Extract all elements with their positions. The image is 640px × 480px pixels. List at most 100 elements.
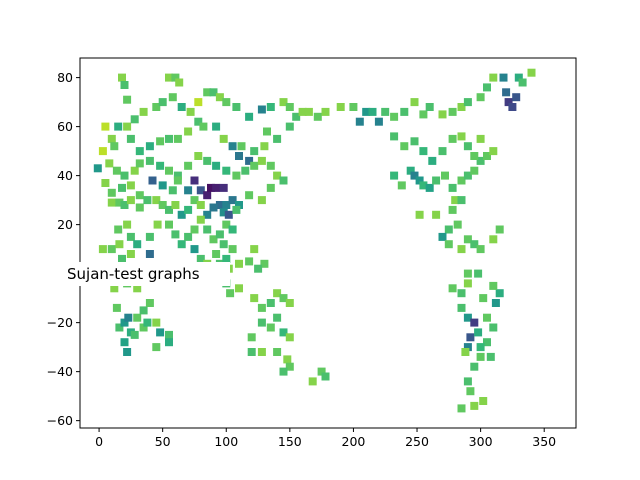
data-point [135,147,144,156]
data-point [130,166,139,175]
data-point [135,203,144,212]
data-point [410,137,419,146]
data-point [321,107,330,116]
data-point [158,201,167,209]
data-point [448,183,457,192]
data-point [107,198,116,207]
data-point [512,93,521,102]
data-point [219,208,228,217]
data-point [285,362,294,371]
data-point [292,112,301,121]
data-point [483,83,491,92]
data-point [107,134,116,143]
data-point [184,186,193,195]
data-point [120,81,129,89]
data-point [247,348,256,356]
data-point [250,294,259,303]
data-point [152,318,161,327]
data-point [438,232,447,241]
x-tick-label: 300 [469,434,493,449]
data-point [235,152,243,160]
data-point [118,73,126,82]
data-point [476,245,485,254]
data-point [209,235,218,244]
data-point [273,171,282,180]
data-point [317,367,326,376]
data-point [247,333,256,342]
data-point [245,156,254,165]
data-point [518,78,527,87]
data-point [502,88,511,97]
data-point [479,397,488,405]
data-point [215,230,224,239]
data-point [143,196,152,205]
data-point [215,93,224,102]
data-point [165,205,173,214]
data-point [390,112,399,121]
x-tick-label: 100 [214,434,238,449]
data-point [123,122,132,131]
data-point [508,103,517,111]
data-point [368,107,377,116]
data-point [177,240,186,249]
data-point [441,171,449,180]
data-point [133,240,142,249]
data-point [165,134,173,143]
data-point [237,142,246,151]
data-point [257,156,266,165]
data-point [463,343,472,352]
data-point [110,142,119,151]
data-point [476,343,485,352]
y-tick-label: 80 [57,70,73,85]
data-point [222,98,231,107]
data-point [139,107,148,116]
data-point [381,107,390,116]
data-point [126,181,135,190]
data-point [489,73,498,82]
data-point [263,127,271,136]
data-point [133,284,142,293]
data-point [250,245,259,254]
data-point [313,112,322,121]
data-point [232,205,241,214]
x-axis: 0 50 100 150 200 250 300 350 [95,428,556,449]
data-point [476,93,485,102]
data-point [266,299,275,307]
data-point [279,98,288,107]
data-point [222,201,231,209]
data-point [184,161,193,170]
data-point [489,147,498,156]
data-point [107,245,116,254]
data-point [415,176,424,185]
data-point [145,299,154,307]
data-point [476,156,485,165]
data-point [245,112,254,121]
data-point [245,257,254,266]
data-point [152,103,161,111]
data-point [207,183,215,192]
data-point [438,147,447,156]
data-point [235,284,243,293]
data-point [190,245,199,254]
data-point [527,68,536,77]
data-point [279,328,288,337]
data-point [203,191,212,200]
data-point [175,78,184,87]
data-point [499,73,508,82]
data-point [470,152,479,160]
data-point [203,210,212,219]
data-point [457,289,466,298]
data-point [495,225,504,234]
data-point [474,328,483,337]
data-point [470,240,479,249]
data-point [257,318,266,327]
y-tick-label: 40 [57,168,73,183]
data-point [123,348,132,356]
data-point [260,259,269,268]
data-point [219,183,228,192]
data-point [273,313,282,322]
data-point [203,88,212,97]
data-point [98,245,107,254]
data-point [165,166,173,175]
